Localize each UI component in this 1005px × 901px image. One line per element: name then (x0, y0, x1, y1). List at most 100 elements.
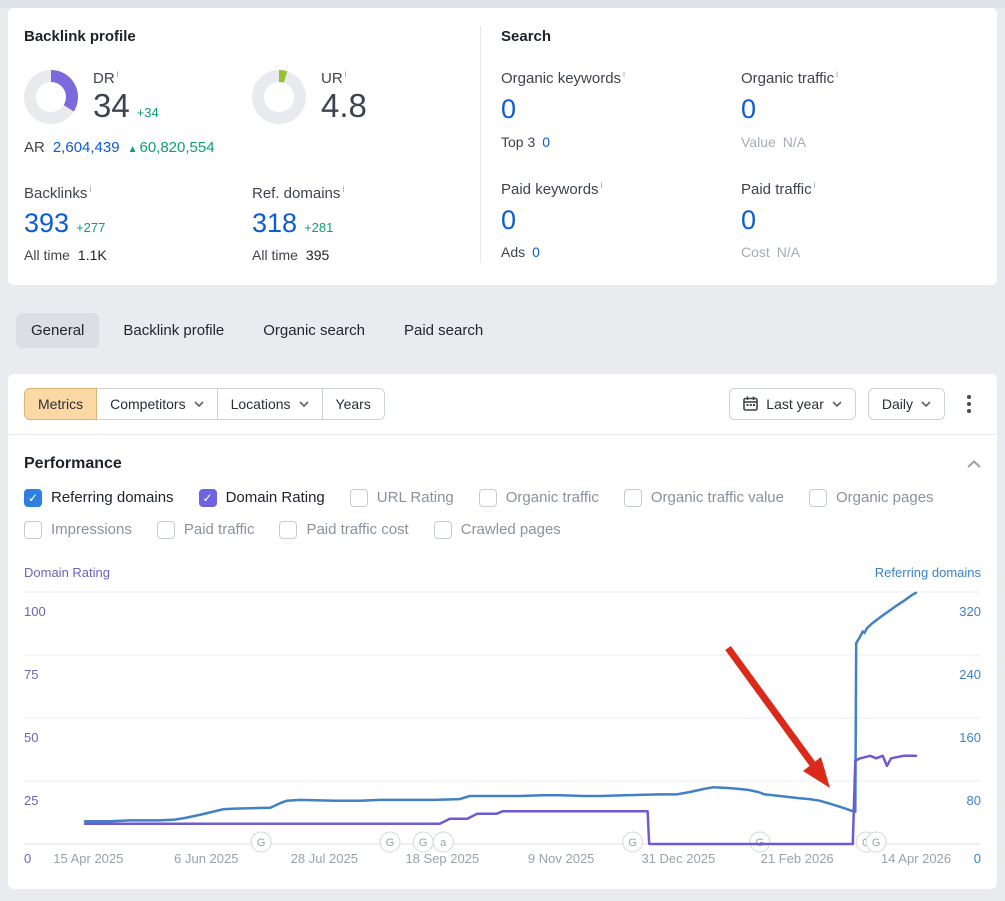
dr-gauge: DR i 34 +34 (24, 69, 252, 125)
ref-domains-all-time: All time 395 (252, 246, 330, 263)
info-icon[interactable]: i (836, 69, 839, 79)
performance-chart: Domain Rating Referring domains 25 80 50 160 7… (24, 565, 981, 866)
svg-text:320: 320 (959, 604, 981, 619)
ads-value-link[interactable]: 0 (532, 244, 540, 261)
info-icon[interactable]: i (116, 69, 119, 79)
backlink-profile-section: Backlink profile DR i 34 +34 UR i 4.8 (24, 26, 481, 263)
backlinks-label: Backlinks i (24, 183, 92, 202)
performance-section: Performance Referring domains Domain Rat… (8, 435, 997, 889)
top3-value-link[interactable]: 0 (542, 133, 551, 150)
ar-delta: 60,820,554 (139, 138, 215, 156)
ref-domains-value-link[interactable]: 318 +281 (252, 207, 334, 238)
info-icon[interactable]: i (344, 69, 347, 79)
locations-button[interactable]: Locations (216, 387, 323, 420)
tab-general[interactable]: General (16, 312, 100, 348)
info-icon[interactable]: i (623, 69, 626, 79)
svg-text:G: G (872, 837, 881, 849)
years-button[interactable]: Years (321, 387, 385, 420)
svg-text:Domain Rating: Domain Rating (24, 565, 110, 580)
info-icon[interactable]: i (813, 179, 816, 190)
metrics-button[interactable]: Metrics (24, 387, 98, 420)
svg-text:25: 25 (24, 793, 38, 808)
ar-rank-line: AR 2,604,439 60,820,554 (24, 139, 480, 156)
svg-text:9 Nov 2025: 9 Nov 2025 (528, 851, 595, 866)
page: Backlink profile DR i 34 +34 UR i 4.8 (0, 8, 1005, 901)
backlinks-all-time: All time 1.1K (24, 246, 107, 263)
section-tabs: General Backlink profile Organic search … (16, 312, 989, 348)
backlinks-value-link[interactable]: 393 +277 (24, 207, 106, 238)
tab-paid-search[interactable]: Paid search (403, 321, 484, 339)
svg-text:80: 80 (967, 793, 981, 808)
ar-value-link[interactable]: 2,604,439 (52, 138, 120, 156)
checkbox-crawled-pages[interactable]: Crawled pages (433, 520, 561, 539)
info-icon[interactable]: i (600, 179, 603, 190)
svg-text:6 Jun 2025: 6 Jun 2025 (174, 851, 238, 866)
ur-gauge: UR i 4.8 (252, 69, 480, 125)
ref-domains-stat: Ref. domains i 318 +281 All time 395 (252, 184, 480, 263)
check-icon (198, 488, 217, 507)
svg-text:Referring domains: Referring domains (875, 565, 981, 580)
increase-triangle-icon (120, 139, 140, 156)
collapse-chevron-up-icon[interactable] (967, 459, 981, 468)
granularity-button[interactable]: Daily (867, 387, 945, 420)
svg-text:G: G (386, 837, 395, 849)
performance-title: Performance (24, 454, 122, 472)
ref-domains-delta: +281 (304, 219, 334, 235)
info-icon[interactable]: i (89, 183, 92, 194)
checkbox-url-rating[interactable]: URL Rating (349, 488, 454, 507)
calendar-icon (743, 396, 759, 411)
ref-domains-label: Ref. domains i (252, 183, 345, 202)
more-options-kebab-icon[interactable] (957, 387, 981, 421)
main-panel: Metrics Competitors Locations Years Last… (8, 373, 997, 889)
checkbox-paid-traffic-cost[interactable]: Paid traffic cost (279, 520, 409, 539)
svg-text:0: 0 (974, 851, 981, 866)
checkbox-referring-domains[interactable]: Referring domains (24, 488, 174, 507)
metrics-segment-group: Metrics Competitors Locations Years (24, 387, 385, 420)
tab-organic-search[interactable]: Organic search (263, 321, 365, 339)
ur-value: 4.8 (321, 87, 367, 124)
chevron-down-icon (832, 401, 842, 407)
svg-text:a: a (440, 837, 447, 849)
info-icon[interactable]: i (342, 183, 345, 194)
date-range-button[interactable]: Last year (729, 387, 856, 420)
checkbox-impressions[interactable]: Impressions (24, 520, 132, 539)
search-title: Search (501, 28, 552, 45)
svg-text:14 Apr 2026: 14 Apr 2026 (881, 851, 951, 866)
metric-checkbox-row-1: Referring domains Domain Rating URL Rati… (24, 488, 981, 507)
dr-value: 34 +34 (93, 87, 159, 124)
checkbox-paid-traffic[interactable]: Paid traffic (156, 520, 254, 539)
svg-text:50: 50 (24, 730, 38, 745)
chevron-down-icon (921, 401, 931, 407)
backlinks-delta: +277 (76, 219, 106, 235)
svg-text:15 Apr 2025: 15 Apr 2025 (53, 851, 123, 866)
overview-card: Backlink profile DR i 34 +34 UR i 4.8 (8, 8, 997, 285)
checkbox-organic-traffic[interactable]: Organic traffic (478, 488, 599, 507)
dr-donut-icon (24, 69, 78, 124)
svg-text:18 Sep 2025: 18 Sep 2025 (405, 851, 479, 866)
checkbox-organic-traffic-value[interactable]: Organic traffic value (623, 488, 784, 507)
svg-text:160: 160 (959, 730, 981, 745)
dr-delta: +34 (136, 105, 159, 120)
organic-traffic-stat: Organic traffic i 0 Value N/A (741, 69, 981, 150)
organic-traffic-value: 0 (741, 94, 757, 124)
checkbox-organic-pages[interactable]: Organic pages (808, 488, 934, 507)
competitors-button[interactable]: Competitors (96, 387, 218, 420)
performance-chart-container: Domain Rating Referring domains 25 80 50 160 7… (24, 563, 981, 873)
svg-text:100: 100 (24, 604, 46, 619)
ur-label: UR i (321, 69, 347, 87)
svg-text:240: 240 (959, 667, 981, 682)
metric-checkbox-row-2: Impressions Paid traffic Paid traffic co… (24, 520, 981, 539)
tab-backlink-profile[interactable]: Backlink profile (123, 321, 225, 339)
checkbox-domain-rating[interactable]: Domain Rating (198, 488, 325, 507)
backlinks-stat: Backlinks i 393 +277 All time 1.1K (24, 184, 252, 263)
check-icon (24, 488, 42, 507)
svg-text:21 Feb 2026: 21 Feb 2026 (761, 851, 834, 866)
svg-text:G: G (628, 837, 637, 849)
svg-text:31 Dec 2025: 31 Dec 2025 (641, 851, 715, 866)
organic-keywords-value-link[interactable]: 0 (501, 94, 517, 124)
ar-label: AR (24, 138, 45, 156)
backlink-profile-title: Backlink profile (24, 28, 136, 45)
svg-text:75: 75 (24, 667, 38, 682)
